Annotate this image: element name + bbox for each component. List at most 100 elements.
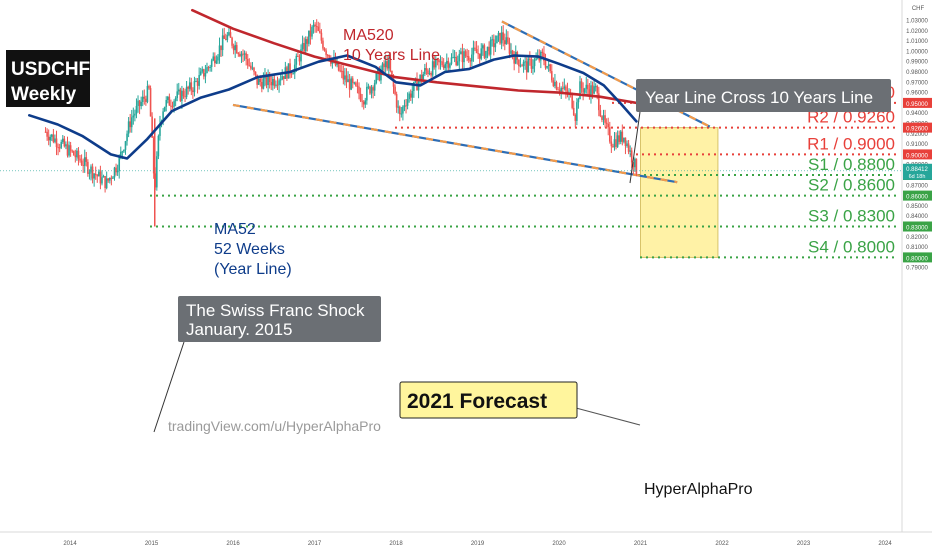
x-tick-label-3: 2017: [308, 541, 322, 547]
candle-body: [328, 55, 331, 61]
level-tag-bg-1: [903, 122, 932, 133]
level-label-5: S3 / 0.8300: [808, 207, 895, 226]
y-tick-label-6: 0.97000: [906, 80, 928, 86]
candle-body: [215, 60, 218, 64]
candle-body: [369, 86, 371, 94]
candle-body: [524, 61, 526, 63]
candle-body: [253, 67, 255, 72]
candle-body: [612, 146, 614, 148]
candle-body: [588, 89, 591, 97]
moving-averages-layer: [28, 8, 638, 160]
y-tick-label-11: 0.92000: [906, 132, 928, 138]
candle-body: [65, 144, 67, 147]
candle-body: [398, 106, 401, 115]
candle-body: [231, 37, 233, 46]
candle-body: [228, 32, 230, 36]
candle-body: [162, 111, 164, 121]
price-tags-layer: 0.950000.926000.900000.880000.860000.830…: [903, 97, 932, 263]
candle-body: [552, 80, 555, 86]
candle-body: [395, 94, 398, 108]
candle-body: [475, 49, 478, 54]
candle-body: [367, 86, 370, 88]
candle-body: [308, 30, 310, 44]
candle-body: [268, 75, 271, 82]
candle-body: [550, 71, 553, 81]
candle-body: [431, 61, 434, 76]
candle-body: [146, 85, 149, 102]
candle-body: [159, 123, 161, 136]
candle-body: [450, 57, 453, 64]
candle-body: [212, 56, 215, 61]
candle-body: [624, 137, 627, 147]
candle-body: [275, 84, 277, 86]
candle-body: [477, 53, 479, 55]
candle-body: [115, 167, 117, 173]
candle-body: [290, 73, 293, 75]
candle-body: [383, 63, 385, 68]
candle-body: [245, 53, 247, 60]
y-tick-label-7: 0.96000: [906, 91, 928, 97]
candle-body: [502, 32, 505, 41]
candle-body: [165, 99, 168, 107]
candle-body: [309, 30, 312, 37]
candle-body: [391, 70, 393, 77]
candle-body: [210, 60, 213, 67]
candle-body: [439, 61, 442, 63]
candle-body: [145, 98, 147, 102]
candle-body: [267, 75, 269, 86]
candle-body: [615, 139, 617, 147]
candle-body: [229, 32, 232, 38]
candle-body: [127, 121, 130, 134]
candle-body: [353, 82, 356, 84]
cross-callout-text: Year Line Cross 10 Years Line: [645, 88, 873, 107]
candle-body: [163, 106, 166, 112]
candle-body: [304, 39, 307, 52]
candle-body: [604, 115, 606, 123]
y-tick-label-16: 0.87000: [906, 183, 928, 189]
candle-body: [375, 73, 378, 84]
candle-body: [372, 87, 374, 91]
y-tick-label-1: 1.02000: [906, 29, 928, 35]
candle-body: [364, 100, 367, 105]
candle-body: [79, 158, 81, 161]
candle-body: [460, 51, 462, 54]
candle-body: [214, 56, 216, 64]
candle-body: [232, 45, 235, 51]
level-tag-0: 0.95000: [906, 102, 928, 108]
candle-body: [402, 106, 404, 114]
y-tick-label-18: 0.85000: [906, 204, 928, 210]
candle-body: [265, 74, 268, 86]
candle-body: [411, 90, 414, 98]
candle-body: [312, 24, 315, 27]
candle-body: [273, 79, 276, 86]
candle-body: [572, 107, 575, 115]
candle-body: [234, 45, 236, 51]
candle-body: [58, 147, 61, 149]
candle-body: [458, 53, 461, 62]
candle-body: [80, 160, 83, 165]
candle-body: [248, 65, 251, 67]
candle-body: [188, 82, 191, 89]
candle-body: [320, 32, 323, 41]
candle-body: [445, 60, 448, 64]
candle-body: [130, 117, 133, 128]
candle-body: [152, 137, 155, 174]
candle-body: [87, 161, 89, 174]
candle-body: [82, 164, 84, 166]
candle-body: [204, 73, 207, 77]
candle-body: [148, 85, 150, 89]
candle-body: [262, 78, 265, 89]
candle-body: [452, 57, 454, 59]
candle-body: [176, 91, 179, 99]
candle-body: [123, 149, 125, 152]
y-tick-label-0: 1.03000: [906, 19, 928, 25]
candle-body: [387, 59, 390, 69]
candle-body: [44, 131, 47, 133]
candle-body: [339, 70, 342, 72]
candle-body: [337, 61, 340, 71]
candle-body: [610, 141, 613, 147]
candle-body: [235, 45, 238, 54]
level-tag-1: 0.92600: [906, 127, 928, 133]
